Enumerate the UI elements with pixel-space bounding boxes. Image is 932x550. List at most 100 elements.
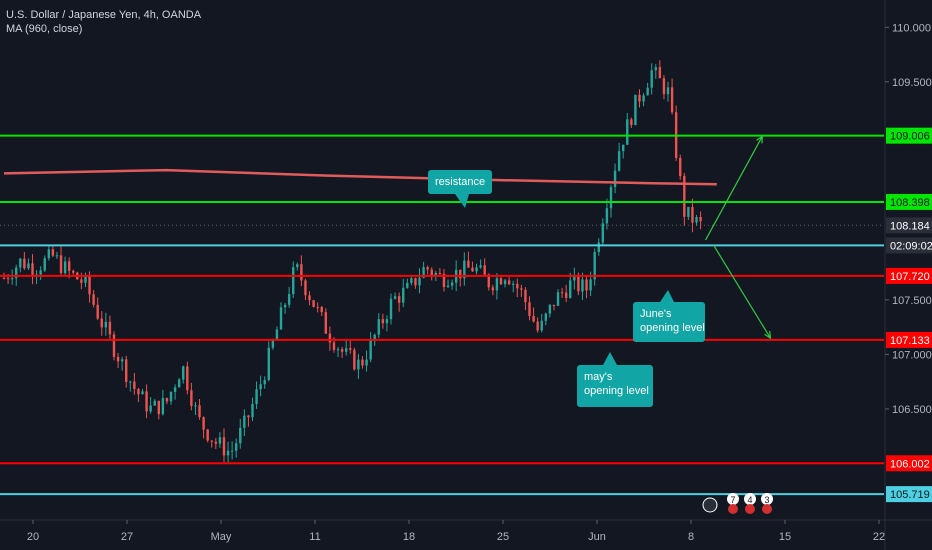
candle-body (650, 70, 653, 88)
candle-body (365, 359, 368, 366)
candle-body (116, 356, 120, 362)
event-badges[interactable]: 7 4 3 (702, 493, 773, 514)
candle-body (626, 119, 629, 145)
candle-body (471, 267, 474, 272)
candle-body (573, 275, 576, 281)
candle-body (112, 334, 116, 357)
callout-text: may's (584, 371, 613, 383)
level-106.002-tag (886, 455, 932, 472)
candle-body (182, 366, 185, 380)
candle-body (450, 282, 454, 286)
candle-body (638, 94, 641, 102)
callout-pointer (660, 290, 674, 302)
candle-body (165, 398, 169, 402)
indicator-label[interactable]: MA (960, close) (6, 23, 83, 35)
candle-body (560, 292, 564, 294)
candle-body (393, 296, 397, 299)
candle-body (410, 278, 413, 283)
level-105.719-tag (886, 486, 932, 503)
price-axis[interactable]: 110.000 109.500 107.500 107.000 106.500 109.0… (885, 22, 932, 503)
candle-body (499, 278, 503, 285)
candle-body (169, 391, 173, 402)
candle-body (622, 144, 625, 152)
ma-960-line (3, 168, 717, 186)
candle-body (153, 400, 156, 406)
candle-body (19, 258, 22, 268)
candle-body (206, 429, 209, 441)
annotation-june: June's opening level (633, 290, 705, 342)
annotations[interactable]: resistance June's opening level may's openin… (428, 170, 705, 407)
candle-body (402, 287, 405, 303)
candle-body (507, 280, 511, 285)
candle-body (373, 334, 376, 339)
candle-body (442, 273, 446, 288)
event-badge-flag (762, 504, 772, 514)
candle-body (528, 302, 531, 316)
candle-body (597, 242, 600, 252)
candle-body (524, 289, 527, 303)
time-tick-label: Jun (588, 531, 606, 543)
callout-pointer (455, 194, 469, 208)
candle-body (601, 223, 605, 243)
chart-legend: U.S. Dollar / Japanese Yen, 4h, OANDA MA… (6, 8, 201, 36)
candle-body (263, 379, 266, 385)
level-106.002-tag-label: 106.002 (890, 458, 930, 470)
candle-body (512, 283, 515, 285)
candle-body (434, 272, 438, 276)
callout-text: opening level (640, 322, 705, 334)
current-price-tag (886, 217, 932, 234)
candle-body (369, 338, 372, 360)
time-axis[interactable]: 20 27 May 11 18 25 Jun 8 15 22 (27, 520, 885, 543)
level-105.719-tag-label: 105.719 (890, 489, 930, 501)
candle-body (145, 391, 148, 412)
candle-body (577, 275, 580, 292)
candle-body (15, 267, 18, 279)
candle-body (552, 304, 556, 306)
candle-body (27, 263, 30, 269)
price-tick-label: 110.000 (892, 22, 931, 34)
candle-body (251, 403, 254, 418)
candle-body (222, 437, 226, 456)
candle-body (214, 441, 218, 444)
callout-box (633, 302, 705, 342)
candle-body (536, 321, 539, 331)
candle-body (609, 186, 613, 209)
annotation-may: may's opening level (577, 352, 653, 407)
candle-body (198, 405, 201, 418)
projection-arrows[interactable] (705, 135, 772, 340)
candle-body (564, 292, 568, 298)
horizontal-levels[interactable] (0, 134, 884, 496)
time-tick-label: 18 (403, 531, 415, 543)
candle-body (569, 280, 572, 298)
candle-body (520, 288, 523, 290)
symbol-title[interactable]: U.S. Dollar / Japanese Yen, 4h, OANDA (6, 9, 202, 21)
candle-body (377, 319, 380, 335)
candle-body (385, 319, 389, 324)
candle-body (125, 359, 128, 382)
candle-body (328, 333, 332, 343)
time-tick-label: 8 (688, 531, 694, 543)
candle-body (177, 379, 181, 388)
callout-text: June's (640, 308, 672, 320)
time-tick-label: 25 (497, 531, 509, 543)
candle-body (271, 340, 275, 348)
callout-text: opening level (584, 385, 649, 397)
event-badge-icon (702, 497, 718, 513)
candle-body (47, 249, 51, 259)
price-tick-label: 109.500 (892, 77, 932, 89)
candle-body (157, 400, 160, 415)
arrow-head-down (764, 331, 772, 340)
candle-body (88, 275, 91, 295)
candle-body (92, 294, 95, 305)
candle-body (51, 249, 55, 256)
countdown-tag-label: 02:09:02 (890, 240, 932, 252)
candle-body (308, 295, 311, 301)
candle-body (304, 280, 307, 296)
candle-body (39, 270, 42, 275)
arrow-head-up (756, 135, 763, 144)
candle-body (259, 384, 262, 390)
level-109.006-tag-label: 109.006 (890, 131, 930, 143)
candle-body (202, 417, 205, 430)
